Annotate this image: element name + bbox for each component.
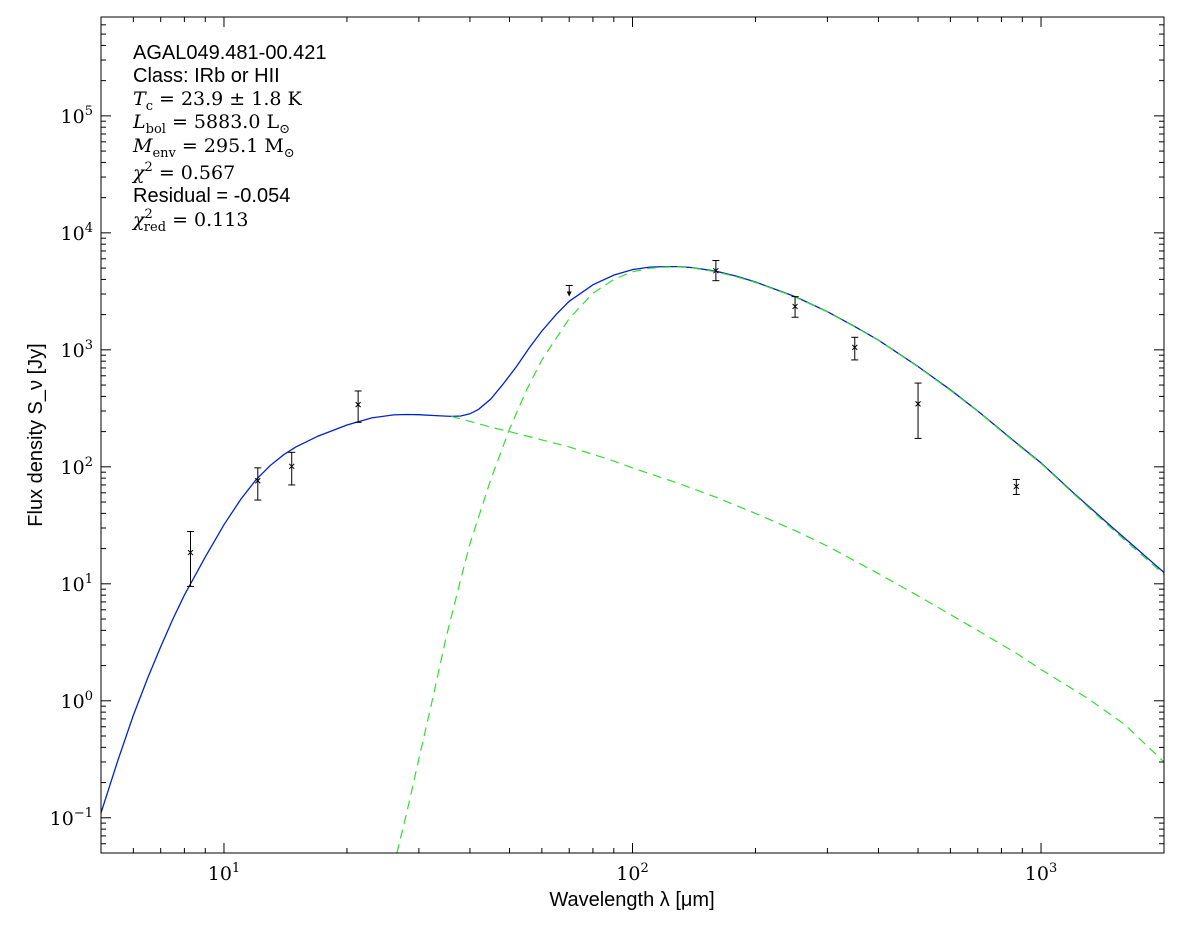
plot-area [101,17,1164,853]
data-points [186,260,1020,587]
y-tick-label: 100 [61,689,93,713]
lbol-unit-subscript: ⊙ [279,122,290,137]
y-tick-label: 105 [61,104,93,128]
x-marker [792,303,798,310]
chi2red-superscript: 2 [145,207,153,222]
component-line-1 [451,415,1164,763]
data-point-6 [851,336,859,361]
x-marker [187,549,194,556]
lbol-annotation: Lbol = 5883.0 L⊙ [132,111,290,137]
data-point-4 [712,260,720,282]
chi2-value: = 0.567 [153,162,235,184]
tc-subscript: c [146,99,153,114]
data-point-0 [186,530,194,587]
y-tick-label: 101 [61,572,93,596]
x-marker [254,477,261,484]
chi2red-annotation: χ2 red = 0.113 [131,207,248,235]
data-point-2 [288,451,296,486]
chi2red-subscript: red [144,220,166,235]
y-tick-label: 103 [61,338,93,362]
upper-limit-0 [565,284,573,297]
fit-curves [101,265,1164,853]
annotation-block: AGAL049.481-00.421 Class: IRb or HII Tc … [131,42,327,235]
x-marker [915,401,921,407]
menv-value: = 295.1 M [176,135,284,157]
chi2red-value: = 0.113 [166,209,248,231]
x-marker [851,344,858,351]
tc-symbol: T [133,88,147,110]
menv-subscript: env [152,146,176,161]
menv-unit-subscript: ⊙ [284,146,295,161]
chi2-symbol: χ [131,162,146,184]
x-tick-label: 103 [1025,861,1057,885]
tc-value: = 23.9 ± 1.8 K [153,88,303,110]
chi2-annotation: χ2 = 0.567 [131,160,235,184]
data-point-3 [354,390,362,423]
chi2-superscript: 2 [145,160,153,175]
data-point-5 [791,296,799,318]
y-tick-label: 10−1 [50,806,93,830]
chi2red-symbol: χ [131,209,146,231]
limit-arrow [566,291,572,297]
y-tick-label: 102 [61,455,93,479]
lbol-symbol: L [132,111,146,133]
x-marker [1013,483,1020,490]
axis-ticks: 101 102 103 10−1 100 101 102 103 104 105 [50,16,1165,885]
x-marker [713,267,719,274]
residual-label: Residual = -0.054 [133,185,290,207]
data-point-1 [254,467,262,501]
menv-annotation: Menv = 295.1 M⊙ [132,135,295,161]
x-tick-label: 102 [616,861,648,885]
data-point-7 [914,382,922,439]
menv-symbol: M [132,135,153,157]
x-marker [355,401,361,408]
x-axis-label: Wavelength λ [μm] [549,889,714,911]
lbol-subscript: bol [146,122,166,137]
data-point-8 [1012,478,1020,495]
x-marker [288,463,295,470]
total-fit-line [101,265,1164,814]
y-tick-label: 104 [61,221,93,245]
component-line-2 [396,266,1164,853]
lbol-value: = 5883.0 L [166,111,280,133]
plot-frame [100,16,1165,854]
x-tick-label: 101 [208,861,240,885]
source-name: AGAL049.481-00.421 [133,42,327,64]
class-label: Class: IRb or HII [133,65,280,87]
tc-annotation: Tc = 23.9 ± 1.8 K [133,88,303,114]
y-axis-label: Flux density S_ν [Jy] [25,343,47,526]
